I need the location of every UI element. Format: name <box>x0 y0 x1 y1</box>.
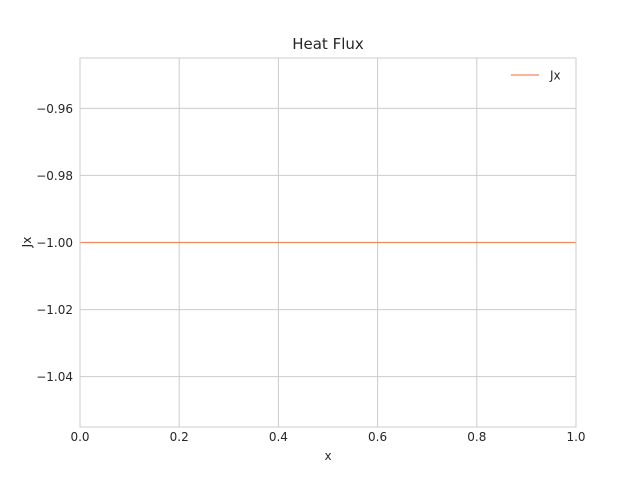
y-tick-label-3: −1.02 <box>36 303 73 317</box>
y-tick-label-1: −0.98 <box>36 169 73 183</box>
x-tick-label-3: 0.6 <box>368 430 387 444</box>
y-tick-label-2: −1.00 <box>36 236 73 250</box>
x-tick-label-5: 1.0 <box>566 430 585 444</box>
legend: Jx <box>511 69 561 83</box>
y-tick-label-0: −0.96 <box>36 102 73 116</box>
y-axis-label: Jx <box>20 237 34 249</box>
tick-labels: 0.0 0.2 0.4 0.6 0.8 1.0 −0.96 −0.98 −1.00 −1.02 −1… <box>36 102 585 444</box>
x-axis-label: x <box>324 449 331 463</box>
chart-title: Heat Flux <box>292 35 364 53</box>
x-tick-label-2: 0.4 <box>269 430 288 444</box>
x-tick-label-4: 0.8 <box>467 430 486 444</box>
plot-frame <box>79 57 577 428</box>
x-tick-label-1: 0.2 <box>170 430 189 444</box>
x-tick-label-0: 0.0 <box>70 430 89 444</box>
legend-label-jx: Jx <box>549 69 561 83</box>
y-tick-label-4: −1.04 <box>36 370 73 384</box>
